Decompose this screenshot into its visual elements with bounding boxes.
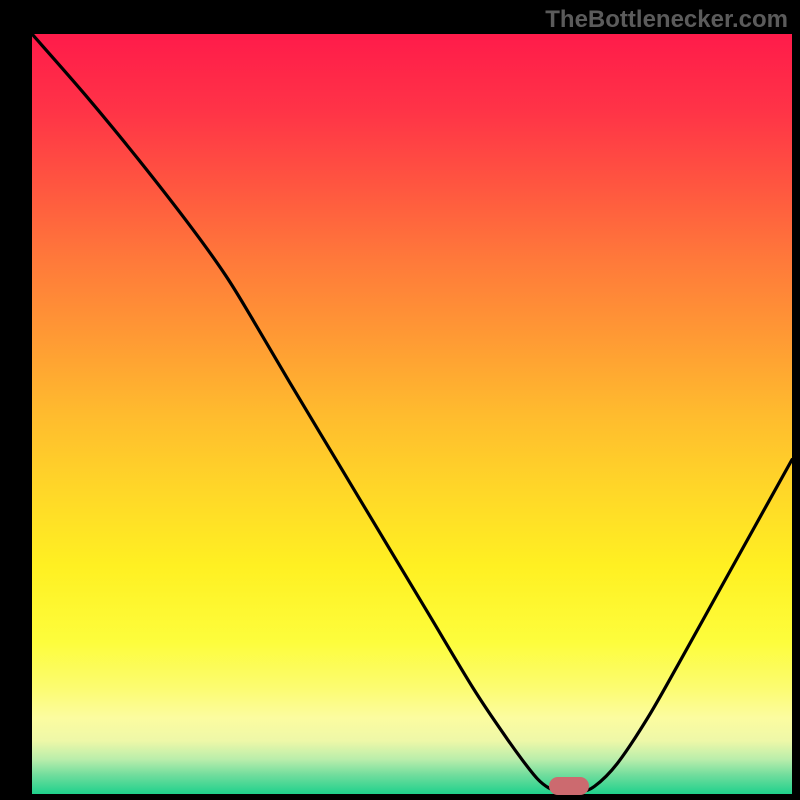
optimal-marker <box>549 777 589 795</box>
curve-svg <box>32 34 792 794</box>
plot-area <box>32 34 792 794</box>
watermark-text: TheBottlenecker.com <box>545 6 788 34</box>
bottleneck-curve <box>32 34 792 792</box>
chart-container: TheBottlenecker.com <box>0 0 800 800</box>
